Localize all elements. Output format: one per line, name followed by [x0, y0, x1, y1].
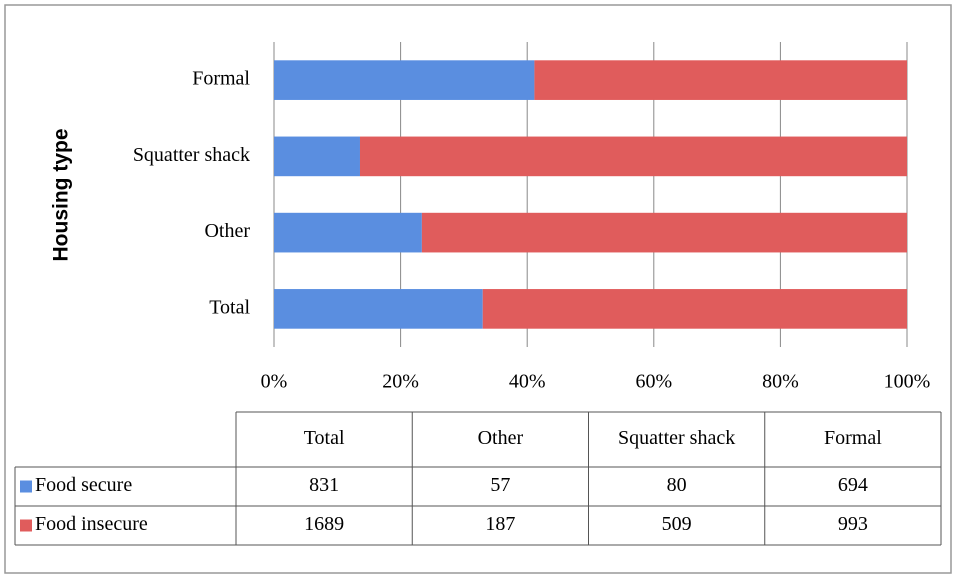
bar-segment [274, 289, 483, 329]
legend-swatch [20, 480, 32, 493]
x-tick-label: 100% [884, 371, 931, 393]
table-cell: 831 [309, 474, 339, 496]
table-header: Squatter shack [618, 427, 735, 449]
legend-swatch [20, 519, 32, 532]
bar-segment [274, 212, 422, 253]
table-cell: 694 [838, 474, 868, 496]
table-header: Formal [824, 427, 882, 449]
legend-label: Food secure [35, 474, 132, 496]
table-header: Total [304, 427, 345, 449]
bar-segment [534, 60, 907, 100]
x-tick-label: 80% [762, 371, 799, 393]
table-cell: 1689 [304, 513, 344, 535]
table-cell: 187 [485, 513, 515, 535]
y-tick-label: Formal [192, 68, 250, 90]
table-cell: 993 [838, 513, 868, 535]
legend-label: Food insecure [35, 513, 148, 535]
bar-segment [482, 289, 907, 329]
x-tick-label: 20% [382, 371, 419, 393]
bar-segment [359, 136, 908, 177]
y-tick-label: Total [209, 296, 250, 318]
y-tick-label: Squatter shack [133, 144, 250, 166]
table-cell: 57 [490, 474, 510, 496]
bar-segment [274, 136, 360, 177]
x-tick-label: 0% [261, 371, 288, 393]
bar-segment [421, 212, 907, 253]
y-axis-title: Housing type [50, 128, 73, 261]
table-cell: 80 [667, 474, 687, 496]
x-tick-label: 40% [509, 371, 546, 393]
y-tick-label: Other [204, 220, 250, 242]
table-cell: 509 [662, 513, 692, 535]
x-tick-label: 60% [635, 371, 672, 393]
bar-segment [274, 60, 535, 100]
table-header: Other [478, 427, 524, 449]
